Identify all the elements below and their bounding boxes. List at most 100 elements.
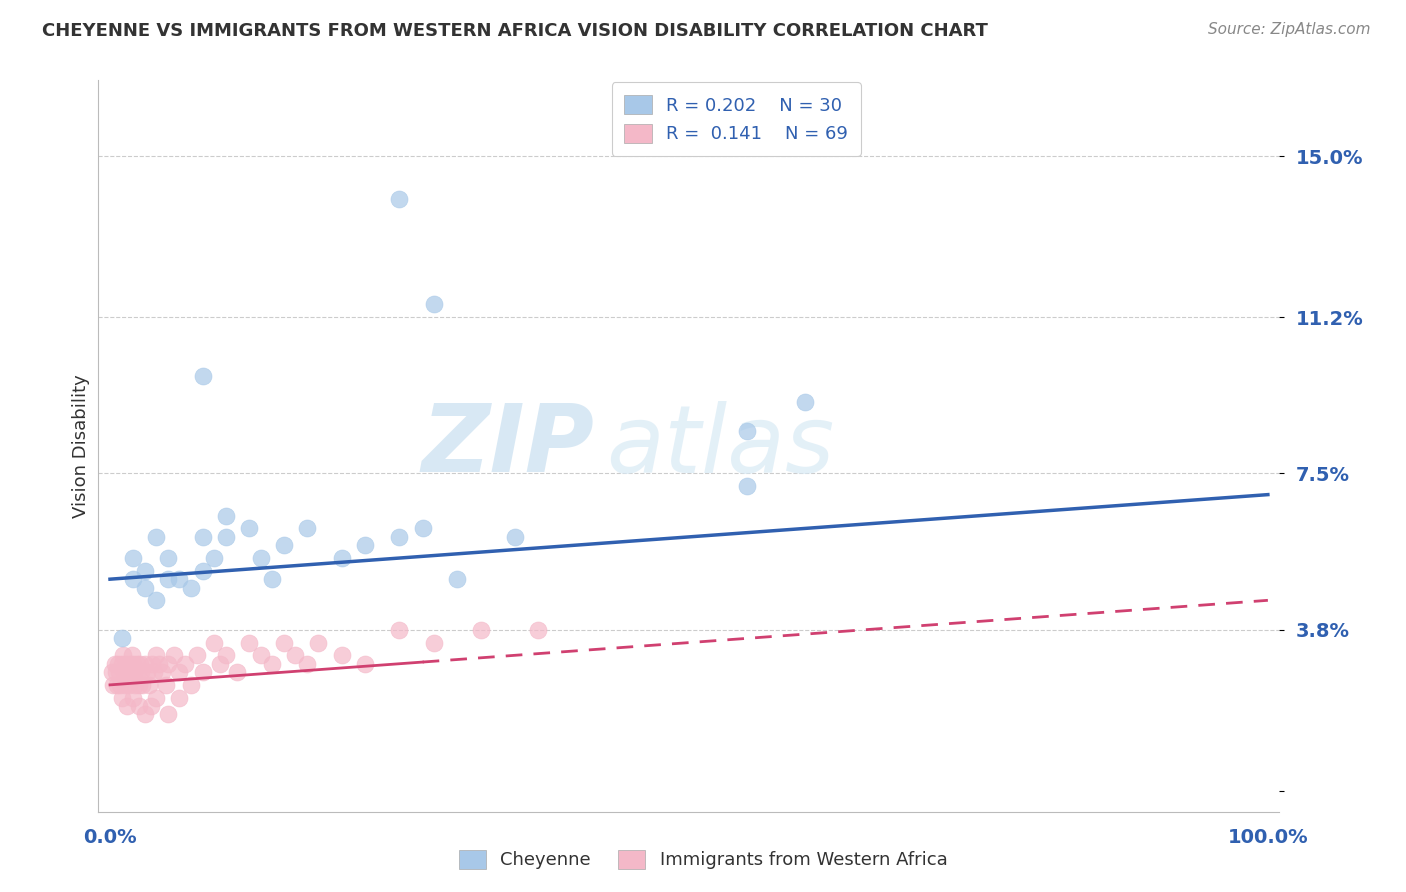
Point <box>503 530 526 544</box>
Point <box>155 678 177 692</box>
Point <box>134 564 156 578</box>
Point <box>118 657 141 671</box>
Point <box>295 657 318 671</box>
Point <box>180 581 202 595</box>
Point <box>104 665 127 680</box>
Point <box>238 521 260 535</box>
Point <box>101 665 124 680</box>
Point <box>122 572 145 586</box>
Point <box>145 593 167 607</box>
Point <box>180 678 202 692</box>
Point <box>117 699 139 714</box>
Point <box>108 665 131 680</box>
Point <box>273 538 295 552</box>
Point <box>156 572 179 586</box>
Point <box>156 657 179 671</box>
Point <box>446 572 468 586</box>
Point <box>125 657 148 671</box>
Point <box>238 635 260 649</box>
Point <box>215 648 238 663</box>
Point <box>129 665 152 680</box>
Point <box>128 678 150 692</box>
Point <box>139 699 162 714</box>
Point <box>120 665 142 680</box>
Point <box>202 551 225 566</box>
Point <box>423 297 446 311</box>
Point <box>115 657 138 671</box>
Point <box>388 192 411 206</box>
Point <box>103 678 125 692</box>
Point <box>136 665 159 680</box>
Y-axis label: Vision Disability: Vision Disability <box>72 374 90 518</box>
Point <box>156 551 179 566</box>
Point <box>208 657 231 671</box>
Point <box>215 530 238 544</box>
Point <box>134 657 156 671</box>
Point <box>122 551 145 566</box>
Point <box>527 623 550 637</box>
Point <box>110 678 132 692</box>
Point <box>117 678 139 692</box>
Point <box>138 678 160 692</box>
Point <box>202 635 225 649</box>
Point <box>110 690 132 705</box>
Point <box>169 665 191 680</box>
Point <box>307 635 329 649</box>
Point <box>388 530 411 544</box>
Point <box>110 657 132 671</box>
Point <box>353 657 375 671</box>
Point <box>262 572 284 586</box>
Point <box>191 530 214 544</box>
Point <box>127 665 149 680</box>
Point <box>134 581 156 595</box>
Point <box>735 479 758 493</box>
Point <box>215 508 238 523</box>
Point <box>249 648 271 663</box>
Point <box>114 678 136 692</box>
Point <box>163 648 186 663</box>
Point <box>388 623 411 637</box>
Point <box>273 635 295 649</box>
Point <box>169 690 191 705</box>
Text: CHEYENNE VS IMMIGRANTS FROM WESTERN AFRICA VISION DISABILITY CORRELATION CHART: CHEYENNE VS IMMIGRANTS FROM WESTERN AFRI… <box>42 22 988 40</box>
Legend: Cheyenne, Immigrants from Western Africa: Cheyenne, Immigrants from Western Africa <box>450 841 956 879</box>
Point <box>112 665 135 680</box>
Point <box>107 657 129 671</box>
Point <box>284 648 307 663</box>
Point <box>110 632 132 646</box>
Point <box>412 521 434 535</box>
Point <box>111 648 134 663</box>
Point <box>191 369 214 384</box>
Point <box>191 665 214 680</box>
Point <box>148 657 170 671</box>
Point <box>330 551 353 566</box>
Point <box>191 564 214 578</box>
Point <box>145 530 167 544</box>
Point <box>330 648 353 663</box>
Legend: R = 0.202    N = 30, R =  0.141    N = 69: R = 0.202 N = 30, R = 0.141 N = 69 <box>612 82 860 156</box>
Point <box>793 394 815 409</box>
Point <box>145 690 167 705</box>
Point <box>145 648 167 663</box>
Point <box>735 424 758 438</box>
Point <box>150 665 173 680</box>
Point <box>117 665 139 680</box>
Point <box>128 699 150 714</box>
Point <box>169 572 191 586</box>
Point <box>156 707 179 722</box>
Point <box>186 648 208 663</box>
Point <box>121 648 143 663</box>
Point <box>122 690 145 705</box>
Point <box>131 678 153 692</box>
Point <box>134 707 156 722</box>
Text: Source: ZipAtlas.com: Source: ZipAtlas.com <box>1208 22 1371 37</box>
Point <box>353 538 375 552</box>
Point <box>226 665 249 680</box>
Point <box>423 635 446 649</box>
Point <box>141 657 163 671</box>
Point <box>124 678 146 692</box>
Point <box>105 678 128 692</box>
Text: atlas: atlas <box>606 401 835 491</box>
Point <box>470 623 492 637</box>
Point <box>249 551 271 566</box>
